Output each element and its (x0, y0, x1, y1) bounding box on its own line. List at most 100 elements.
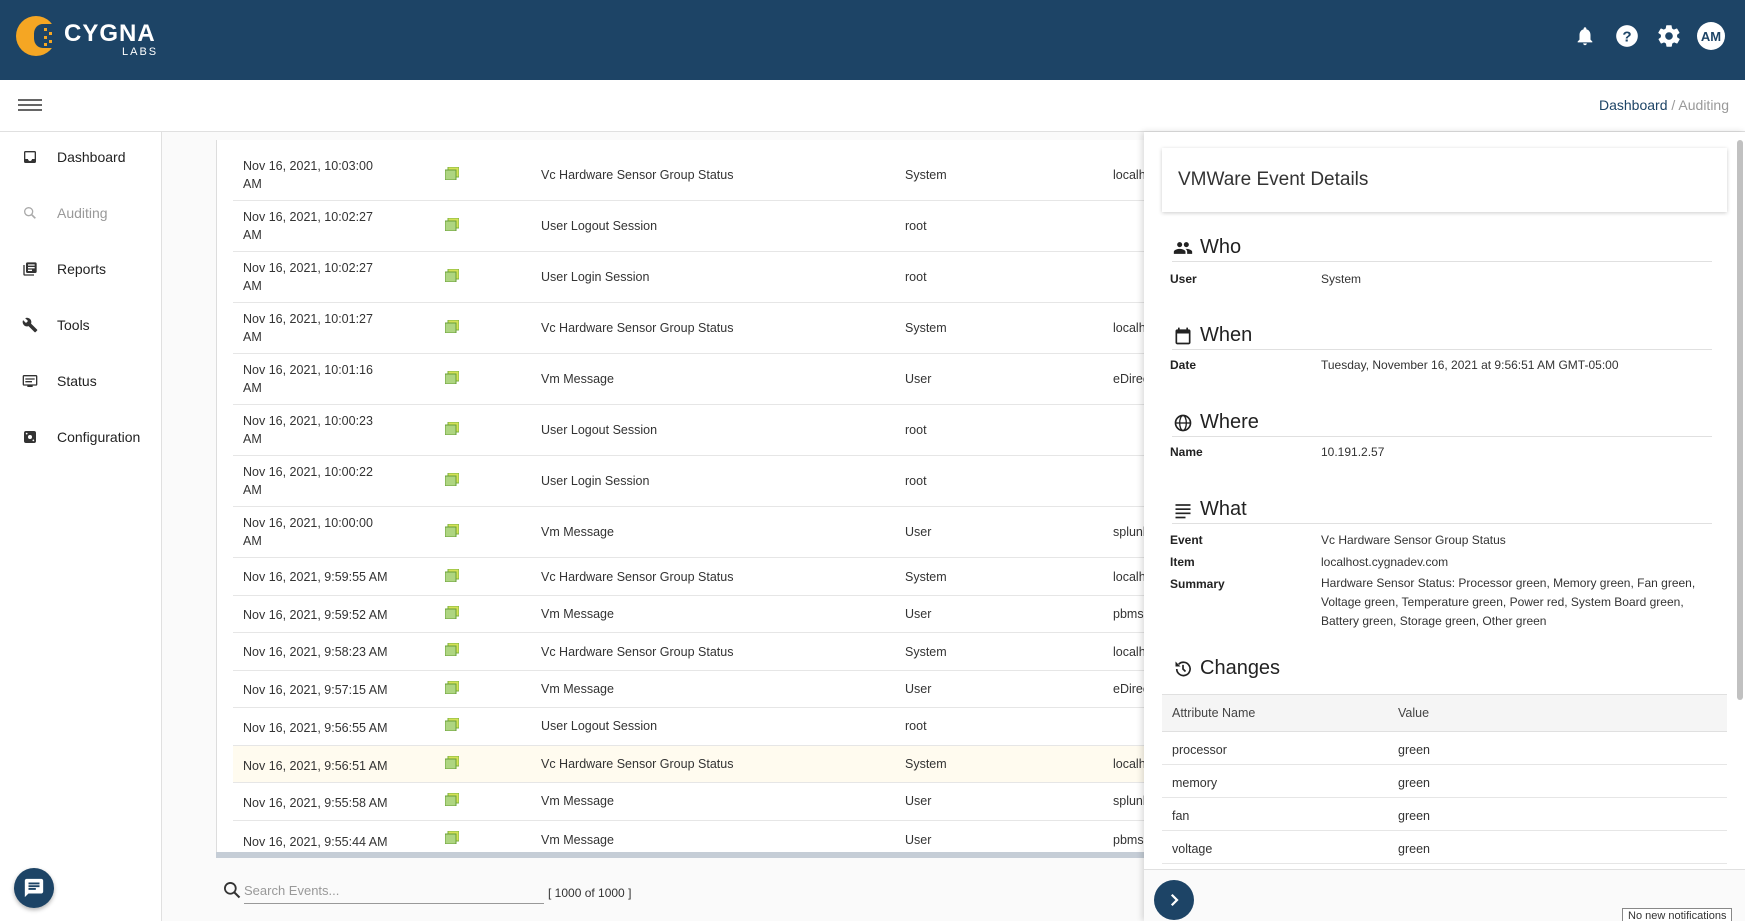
event-date: Nov 16, 2021, 10:01:27 AM (243, 312, 373, 344)
table-row[interactable]: Nov 16, 2021, 9:57:15 AM Vm Message User… (233, 671, 1144, 708)
breadcrumb-dashboard-link[interactable]: Dashboard (1599, 97, 1668, 113)
column-value[interactable]: Value (1398, 706, 1430, 720)
history-icon (1175, 661, 1191, 677)
sidebar-item-status[interactable]: Status (0, 361, 162, 401)
event-host: splunk.cy (1113, 525, 1144, 539)
section-title: What (1200, 498, 1247, 520)
item-value: localhost.cygnadev.com (1321, 555, 1449, 569)
event-user: System (905, 757, 947, 771)
cygna-logo[interactable]: CYGNA LABS (16, 16, 166, 58)
table-row[interactable]: Nov 16, 2021, 9:56:55 AM User Logout Ses… (233, 708, 1144, 746)
sidebar-item-label: Status (57, 373, 97, 389)
event-date: Nov 16, 2021, 10:00:22 AM (243, 465, 373, 497)
help-icon[interactable]: ? (1613, 22, 1641, 50)
panel-title-card: VMWare Event Details (1162, 148, 1727, 212)
user-avatar[interactable]: AM (1697, 22, 1725, 50)
event-name: Vc Hardware Sensor Group Status (541, 168, 734, 182)
panel-title: VMWare Event Details (1178, 169, 1369, 190)
event-value: Vc Hardware Sensor Group Status (1321, 533, 1506, 547)
event-date: Nov 16, 2021, 9:56:55 AM (243, 721, 388, 735)
sidebar-item-auditing[interactable]: Auditing (0, 193, 162, 233)
changes-table: Attribute Name Value processor green mem… (1162, 694, 1727, 864)
event-user: System (905, 321, 947, 335)
table-row[interactable]: Nov 16, 2021, 10:02:27 AM User Login Ses… (233, 252, 1144, 303)
sidebar-item-tools[interactable]: Tools (0, 305, 162, 345)
table-row[interactable]: Nov 16, 2021, 9:55:58 AM Vm Message User… (233, 783, 1144, 821)
calendar-icon (1175, 327, 1191, 345)
date-value: Tuesday, November 16, 2021 at 9:56:51 AM… (1321, 358, 1619, 372)
user-label: User (1170, 272, 1197, 286)
event-name: Vm Message (541, 794, 614, 808)
event-details-panel: VMWare Event Details Who User System Whe… (1144, 132, 1745, 921)
vmware-event-icon (445, 524, 459, 537)
table-row[interactable]: Nov 16, 2021, 10:01:27 AM Vc Hardware Se… (233, 303, 1144, 354)
changes-table-header: Attribute Name Value (1162, 694, 1727, 732)
horizontal-scrollbar[interactable] (216, 852, 1144, 858)
table-row-selected[interactable]: Nov 16, 2021, 9:56:51 AM Vc Hardware Sen… (233, 746, 1144, 783)
sidebar-item-configuration[interactable]: Configuration (0, 417, 162, 457)
attribute-name: processor (1172, 743, 1227, 757)
vmware-event-icon (445, 831, 459, 844)
name-value: 10.191.2.57 (1321, 445, 1385, 459)
sidebar-item-reports[interactable]: Reports (0, 249, 162, 289)
collapse-panel-button[interactable] (1154, 880, 1194, 920)
event-user: User (905, 794, 932, 808)
column-attribute-name[interactable]: Attribute Name (1172, 706, 1256, 720)
table-row[interactable]: Nov 16, 2021, 10:00:00 AM Vm Message Use… (233, 507, 1144, 558)
search-bar: [ 1000 of 1000 ] (216, 860, 1144, 921)
notification-toast: No new notifications (1622, 908, 1733, 921)
attribute-name: memory (1172, 776, 1218, 790)
sidebar-item-label: Dashboard (57, 149, 126, 165)
table-row[interactable]: Nov 16, 2021, 10:02:27 AM User Logout Se… (233, 201, 1144, 252)
breadcrumb-current: Auditing (1678, 97, 1729, 113)
header-actions: ? AM (1571, 22, 1725, 50)
bell-icon[interactable] (1571, 22, 1599, 50)
event-date: Nov 16, 2021, 9:57:15 AM (243, 683, 388, 697)
event-date: Nov 16, 2021, 10:00:00 AM (243, 516, 373, 548)
event-user: root (905, 219, 927, 233)
vmware-event-icon (445, 606, 459, 619)
panel-scrollbar[interactable] (1737, 140, 1743, 700)
gear-icon[interactable] (1655, 22, 1683, 50)
attribute-value: green (1398, 776, 1430, 790)
vmware-event-icon (445, 422, 459, 435)
table-row[interactable]: Nov 16, 2021, 10:01:16 AM Vm Message Use… (233, 354, 1144, 405)
chat-button[interactable] (14, 868, 54, 908)
sidebar-item-dashboard[interactable]: Dashboard (0, 137, 162, 177)
event-date: Nov 16, 2021, 10:02:27 AM (243, 210, 373, 242)
table-row[interactable]: Nov 16, 2021, 9:58:23 AM Vc Hardware Sen… (233, 633, 1144, 671)
summary-value: Hardware Sensor Status: Processor green,… (1321, 576, 1696, 628)
top-bar: CYGNA LABS ? AM (0, 0, 1745, 80)
table-row[interactable]: Nov 16, 2021, 9:59:52 AM Vm Message User… (233, 596, 1144, 633)
date-label: Date (1170, 358, 1197, 372)
search-events-input[interactable] (244, 878, 544, 904)
event-user: System (905, 168, 947, 182)
event-date: Nov 16, 2021, 9:58:23 AM (243, 645, 388, 659)
event-date: Nov 16, 2021, 10:02:27 AM (243, 261, 373, 293)
hamburger-menu-icon[interactable] (18, 96, 42, 116)
table-row[interactable]: Nov 16, 2021, 10:03:00 AM Vc Hardware Se… (233, 150, 1144, 201)
event-name: Vm Message (541, 525, 614, 539)
table-row[interactable]: Nov 16, 2021, 10:00:23 AM User Logout Se… (233, 405, 1144, 456)
event-user: User (905, 372, 932, 386)
table-row[interactable]: Nov 16, 2021, 10:00:22 AM User Login Ses… (233, 456, 1144, 507)
event-name: Vc Hardware Sensor Group Status (541, 570, 734, 584)
sidebar-item-label: Auditing (57, 205, 108, 221)
vmware-event-icon (445, 320, 459, 333)
event-name: Vm Message (541, 372, 614, 386)
table-row[interactable]: Nov 16, 2021, 9:55:44 AM Vm Message User… (233, 821, 1144, 856)
attribute-value: green (1398, 743, 1430, 757)
event-user: User (905, 682, 932, 696)
vmware-event-icon (445, 569, 459, 582)
section-what: What (1172, 496, 1712, 524)
event-user: User (905, 833, 932, 847)
event-name: Vm Message (541, 607, 614, 621)
event-date: Nov 16, 2021, 10:03:00 AM (243, 159, 373, 191)
event-user: root (905, 474, 927, 488)
logo-dots (44, 28, 60, 46)
section-when: When (1172, 322, 1712, 350)
table-row[interactable]: Nov 16, 2021, 9:59:55 AM Vc Hardware Sen… (233, 558, 1144, 596)
vmware-event-icon (445, 473, 459, 486)
event-user: User (905, 607, 932, 621)
people-icon (1173, 242, 1193, 254)
